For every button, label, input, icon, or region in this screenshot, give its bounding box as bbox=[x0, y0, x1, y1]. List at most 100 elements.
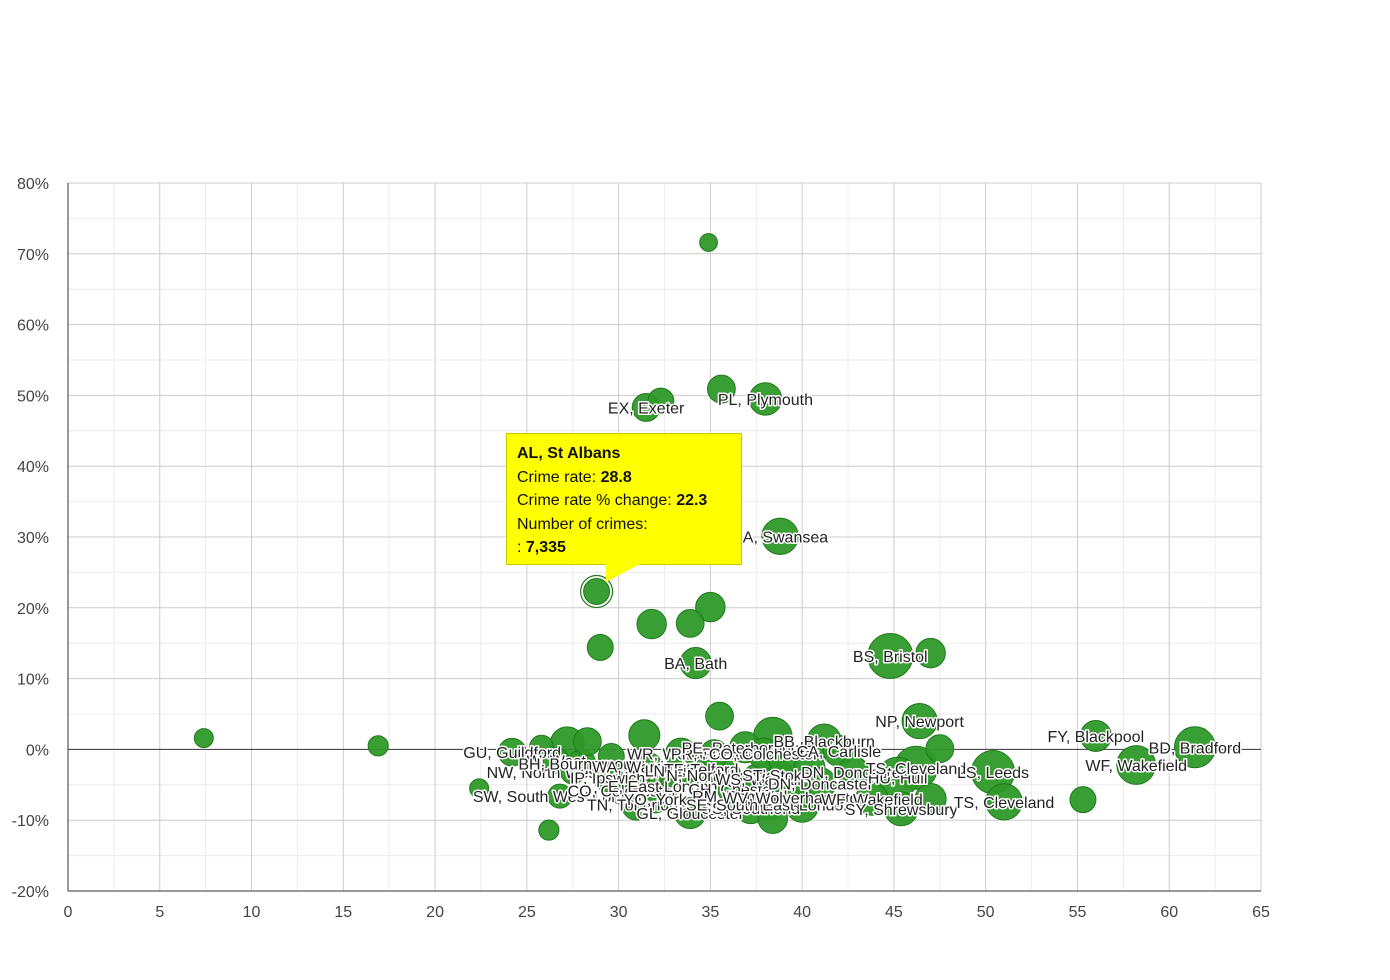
x-tick-label: 65 bbox=[1252, 904, 1270, 921]
data-point bbox=[985, 783, 1023, 821]
x-tick-label: 50 bbox=[977, 904, 995, 921]
data-point bbox=[647, 387, 675, 415]
y-tick-label: -20% bbox=[12, 884, 49, 901]
y-tick-label: 50% bbox=[17, 388, 49, 405]
data-label: E, East London bbox=[608, 779, 717, 796]
data-label: TS, Cleveland bbox=[866, 761, 967, 778]
data-label: CH, Chester bbox=[688, 782, 777, 799]
data-point bbox=[867, 632, 914, 679]
x-tick-label: 25 bbox=[518, 904, 536, 921]
y-tick-label: 0% bbox=[26, 742, 49, 759]
data-label: BD, Bradford bbox=[1149, 740, 1241, 757]
x-tick-label: 15 bbox=[334, 904, 352, 921]
data-point bbox=[761, 517, 799, 555]
data-label: DN, Doncaster bbox=[768, 776, 874, 793]
data-label: TN, Tonbridge bbox=[587, 798, 687, 815]
tooltip-rate-value: 28.8 bbox=[600, 468, 632, 486]
data-label: LS, Leeds bbox=[957, 765, 1029, 782]
data-point bbox=[1079, 719, 1112, 752]
x-tick-label: 60 bbox=[1160, 904, 1178, 921]
data-label: RM, Romford bbox=[692, 789, 787, 806]
data-point bbox=[674, 797, 707, 830]
tooltip-rate-label: Crime rate: bbox=[517, 468, 601, 486]
y-tick-label: 80% bbox=[17, 176, 49, 193]
data-point bbox=[1069, 786, 1097, 814]
data-point bbox=[837, 756, 870, 789]
data-label: WV, Wolverhampton bbox=[722, 791, 867, 808]
tooltip-pointer bbox=[606, 564, 640, 582]
data-point bbox=[628, 719, 661, 752]
data-point bbox=[636, 608, 667, 640]
data-label: CO, Colchester bbox=[709, 747, 819, 764]
data-point bbox=[1116, 745, 1157, 785]
data-label: SS, Southend bbox=[701, 801, 800, 818]
data-label: ST, Stoke bbox=[742, 768, 811, 785]
data-point bbox=[586, 633, 614, 661]
x-tick-label: 0 bbox=[64, 904, 73, 921]
data-points bbox=[193, 233, 1216, 841]
data-label: IP, Ipswich bbox=[570, 771, 645, 788]
data-point bbox=[659, 761, 689, 791]
tooltip-title: AL, St Albans bbox=[517, 445, 621, 462]
data-label: CA, Carlisle bbox=[797, 744, 882, 761]
data-label: SW, South West London bbox=[473, 789, 647, 806]
data-point bbox=[597, 742, 625, 770]
x-tick-label: 45 bbox=[885, 904, 903, 921]
y-tick-label: 20% bbox=[17, 601, 49, 618]
data-point bbox=[914, 782, 947, 815]
data-label: NP, Newport bbox=[875, 714, 964, 731]
data-label: LN, Lincoln bbox=[645, 764, 725, 781]
data-label: TS, Cleveland bbox=[954, 795, 1055, 812]
x-tick-label: 10 bbox=[243, 904, 261, 921]
data-label: CO, Colchester bbox=[568, 783, 678, 800]
data-label: DN, Doncaster bbox=[801, 765, 907, 782]
data-point bbox=[497, 737, 527, 767]
data-point bbox=[699, 739, 729, 769]
data-label: WR, Worcester bbox=[627, 747, 736, 764]
data-label: FY, Blackpool bbox=[1047, 729, 1144, 746]
data-point bbox=[573, 727, 602, 757]
y-tick-label: 40% bbox=[17, 459, 49, 476]
y-tick-label: 10% bbox=[17, 672, 49, 689]
data-point bbox=[757, 803, 789, 835]
data-label: BH, Bournemouth bbox=[518, 757, 645, 774]
data-label: BA, Bath bbox=[664, 656, 727, 673]
y-tick-label: 30% bbox=[17, 530, 49, 547]
data-point bbox=[675, 608, 705, 638]
data-label: SE, South East London bbox=[686, 798, 852, 815]
data-point bbox=[717, 773, 748, 805]
tooltip-change-value: 22.3 bbox=[676, 492, 708, 509]
data-point bbox=[748, 382, 783, 416]
data-point bbox=[583, 578, 611, 606]
data-point bbox=[538, 819, 560, 841]
data-label: GU, Guildford bbox=[463, 745, 561, 762]
data-label: NW, North West London bbox=[487, 765, 659, 782]
data-point bbox=[804, 767, 837, 800]
y-tick-label: 60% bbox=[17, 318, 49, 335]
data-label: PL, Plymouth bbox=[718, 392, 813, 409]
data-point bbox=[699, 233, 718, 252]
data-point bbox=[778, 781, 811, 814]
data-label: GL, Gloucester bbox=[636, 806, 744, 823]
data-label: SA, Swansea bbox=[732, 529, 828, 546]
data-label: EX, Exeter bbox=[608, 400, 685, 417]
x-tick-label: 35 bbox=[701, 904, 719, 921]
data-point bbox=[901, 703, 938, 740]
data-label: WF, Wakefield bbox=[821, 792, 923, 809]
data-point bbox=[607, 776, 637, 805]
data-point bbox=[705, 701, 734, 731]
tooltip-count-label: Number of crimes: bbox=[517, 515, 648, 533]
x-tick-labels: 0 5 10 15 20 25 30 35 40 45 50 55 60 65 bbox=[64, 904, 1270, 921]
data-label: WA, Warrington bbox=[592, 759, 704, 776]
data-point bbox=[469, 778, 490, 799]
data-label: PE, Peterborough bbox=[682, 740, 809, 757]
x-tick-label: 55 bbox=[1069, 904, 1087, 921]
data-label: BB, Blackburn bbox=[773, 734, 874, 751]
data-label: W, West bbox=[527, 754, 587, 771]
highlight-ring bbox=[580, 574, 614, 609]
data-point bbox=[640, 784, 670, 814]
tooltip-change-label: Crime rate % change: bbox=[517, 492, 677, 509]
x-tick-label: 40 bbox=[793, 904, 811, 921]
